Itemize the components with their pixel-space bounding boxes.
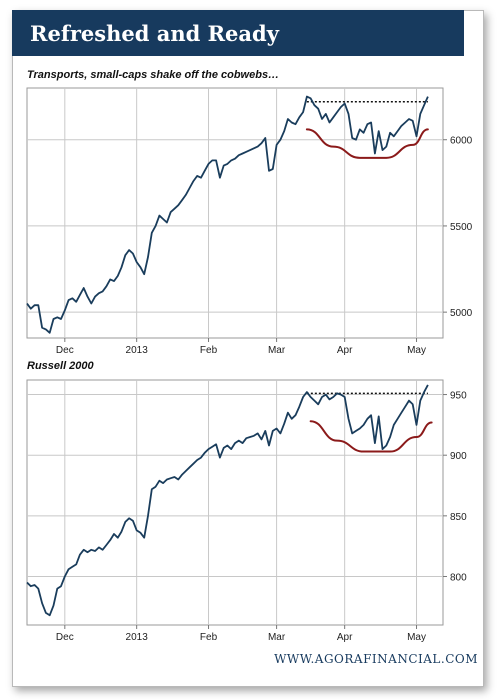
chart-2: Russell 2000 Dec 2013 Feb Mar Apr May 800 850 900… xyxy=(26,360,467,643)
x-tick-label: Apr xyxy=(337,632,353,643)
x-tick-label: Apr xyxy=(337,345,353,356)
chart-title: Transports, small-caps shake off the cob… xyxy=(27,69,279,81)
chart-title: Russell 2000 xyxy=(27,360,95,372)
x-tick-label: 2013 xyxy=(126,632,149,643)
footer-url: WWW.AGORAFINANCIAL.COM xyxy=(274,652,478,666)
y-tick-label: 850 xyxy=(450,512,467,523)
rounding-bottom-curve xyxy=(309,420,433,453)
y-tick-label: 950 xyxy=(450,391,467,402)
plot-frame xyxy=(26,379,444,626)
y-tick-label: 5000 xyxy=(450,308,473,319)
x-tick-label: May xyxy=(407,632,426,643)
x-tick-label: 2013 xyxy=(126,345,149,356)
y-tick-label: 800 xyxy=(450,572,467,583)
x-tick-label: Dec xyxy=(56,345,74,356)
x-tick-label: May xyxy=(407,345,426,356)
y-tick-label: 6000 xyxy=(450,136,473,147)
x-tick-label: Feb xyxy=(200,345,218,356)
series-line xyxy=(26,384,429,617)
rounding-bottom-curve xyxy=(305,128,429,159)
y-tick-label: 900 xyxy=(450,451,467,462)
y-tick-label: 5500 xyxy=(450,222,473,233)
banner-title: Refreshed and Ready xyxy=(12,10,464,56)
chart-1: Transports, small-caps shake off the cob… xyxy=(26,69,473,356)
x-tick-label: Dec xyxy=(56,632,74,643)
x-tick-label: Mar xyxy=(268,345,286,356)
x-tick-label: Feb xyxy=(200,632,218,643)
series-line xyxy=(26,95,429,334)
x-tick-label: Mar xyxy=(268,632,286,643)
